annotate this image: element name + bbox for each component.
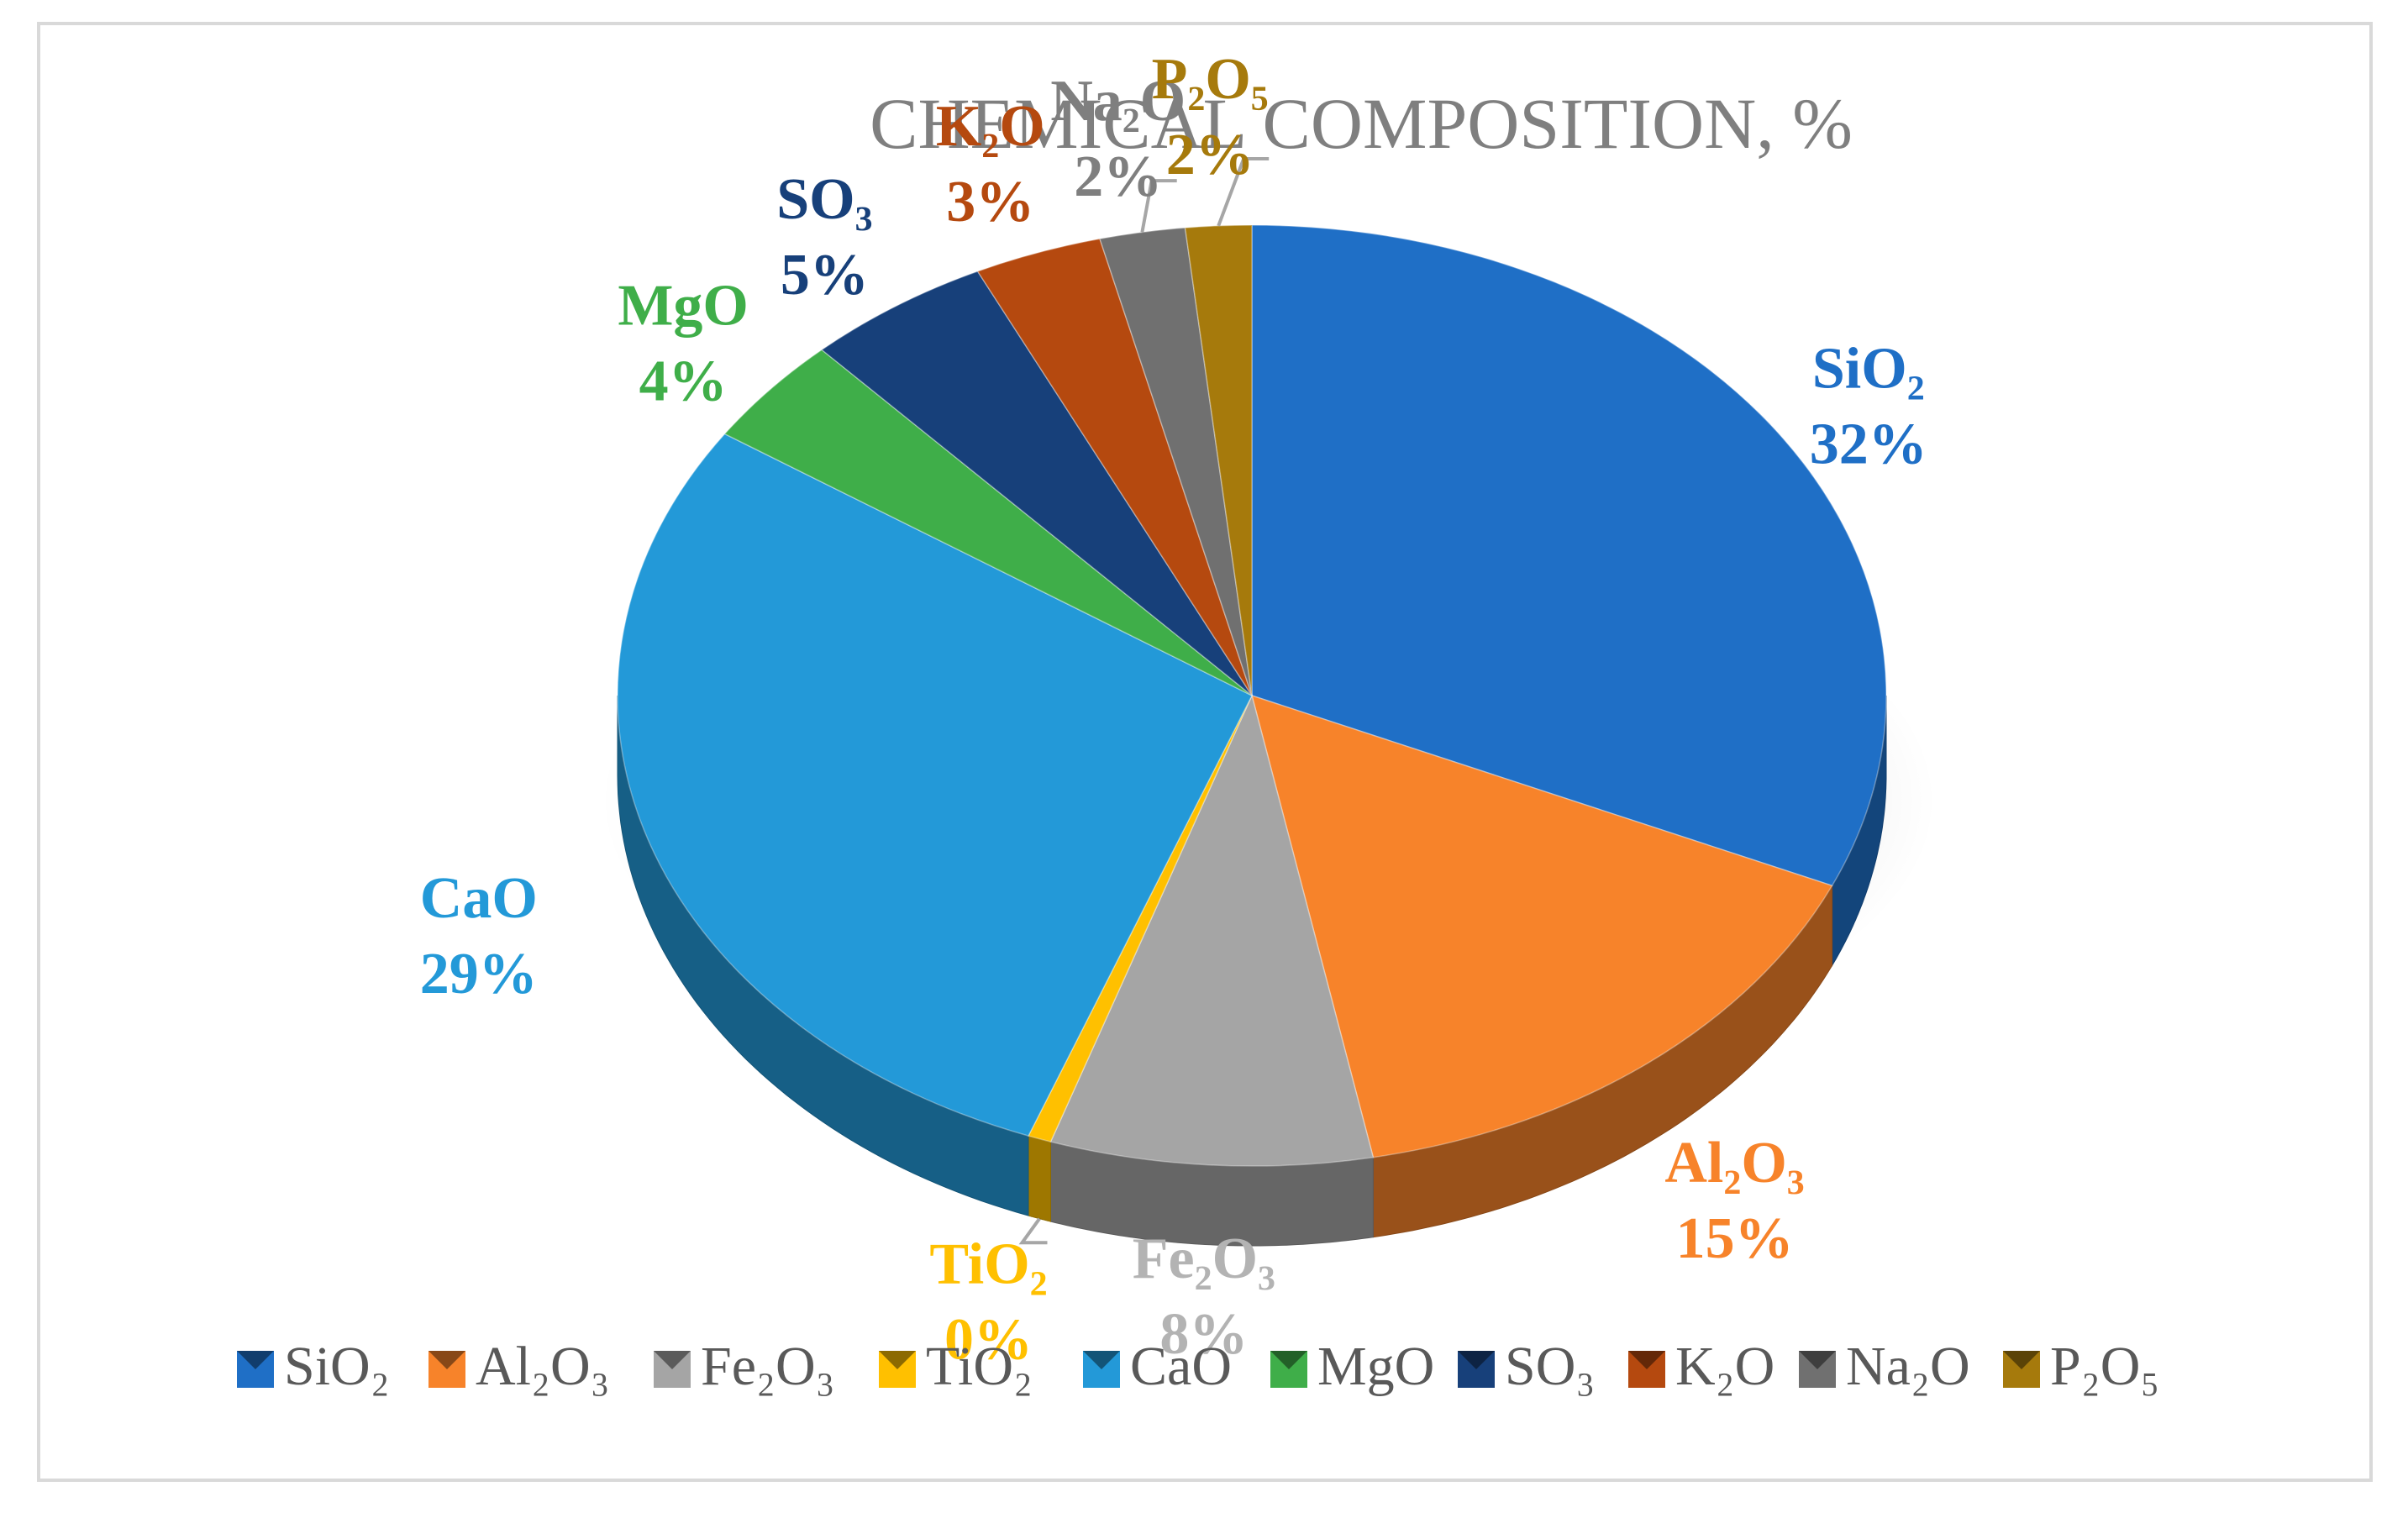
slice-label-al2o3: Al₂O₃ [1664, 1131, 1804, 1195]
pie-slice-tio2 [1027, 695, 1253, 1142]
pie-side-tio2 [1028, 1135, 1051, 1222]
legend-label-so3: SO₃ [1505, 1336, 1595, 1397]
pie-slice-mgo [723, 349, 1253, 696]
legend-label-p2o5: P₂O₅ [2050, 1336, 2159, 1397]
slice-value-fe2o3: 8% [1159, 1302, 1248, 1367]
legend-item-fe2o3: Fe₂O₃ [654, 1336, 835, 1397]
legend-swatch-shade-fe2o3 [654, 1351, 691, 1369]
legend-swatch-shade-so3 [1458, 1351, 1495, 1369]
pie-slice-fe2o3 [1049, 693, 1375, 1167]
legend-label-tio2: TiO₂ [926, 1336, 1033, 1397]
slice-label-sio2: SiO₂ [1812, 336, 1925, 401]
slice-label-tio2: TiO₂ [929, 1232, 1047, 1296]
legend-label-cao: CaO [1130, 1336, 1232, 1397]
legend-item-tio2: TiO₂ [879, 1336, 1033, 1397]
legend-item-k2o: K₂O [1628, 1336, 1774, 1397]
leader-line-tio2 [1018, 1217, 1048, 1245]
legend-label-sio2: SiO₂ [284, 1336, 390, 1397]
legend-item-al2o3: Al₂O₃ [428, 1336, 610, 1397]
chart-title: CHEMICAL COMPOSITION, % [870, 83, 1853, 164]
slice-value-al2o3: 15% [1676, 1206, 1794, 1271]
slice-label-na2o: Na₂O [1050, 69, 1186, 134]
legend-item-sio2: SiO₂ [237, 1336, 390, 1397]
slice-value-na2o: 2% [1074, 144, 1162, 209]
pie-slice-al2o3 [1250, 694, 1833, 1158]
pie-slice-cao [617, 433, 1254, 1137]
slice-value-sio2: 32% [1810, 412, 1927, 476]
legend-swatch-shade-mgo [1270, 1351, 1307, 1369]
legend-swatch-shade-p2o5 [2003, 1351, 2040, 1369]
legend-label-k2o: K₂O [1675, 1336, 1774, 1397]
legend-label-mgo: MgO [1317, 1336, 1434, 1397]
pie-slice-so3 [820, 271, 1253, 696]
legend-swatch-shade-al2o3 [428, 1351, 465, 1369]
legend-swatch-shade-cao [1083, 1351, 1120, 1369]
leader-line-p2o5 [1217, 157, 1270, 227]
slice-value-k2o: 3% [946, 170, 1034, 234]
legend-swatch-shade-na2o [1799, 1351, 1836, 1369]
slice-label-k2o: K₂O [936, 94, 1045, 159]
pie-slice-sio2 [1251, 224, 1887, 887]
leader-line-na2o [1140, 179, 1177, 233]
legend-label-fe2o3: Fe₂O₃ [701, 1336, 835, 1397]
slice-value-p2o5: 2% [1166, 123, 1254, 187]
slice-label-mgo: MgO [618, 273, 749, 338]
legend-item-na2o: Na₂O [1799, 1336, 1970, 1397]
legend-swatch-shade-sio2 [237, 1351, 274, 1369]
slice-label-cao: CaO [420, 866, 538, 931]
legend-item-p2o5: P₂O₅ [2003, 1336, 2159, 1397]
pie-slice-na2o [1099, 227, 1253, 696]
legend-label-na2o: Na₂O [1846, 1336, 1970, 1397]
legend-swatch-shade-tio2 [879, 1351, 916, 1369]
legend-item-so3: SO₃ [1458, 1336, 1595, 1397]
slice-label-so3: SO₃ [776, 167, 872, 232]
legend-swatch-shade-k2o [1628, 1351, 1665, 1369]
slice-label-fe2o3: Fe₂O₃ [1133, 1226, 1275, 1291]
slice-value-cao: 29% [420, 942, 538, 1006]
slice-label-p2o5: P₂O₅ [1152, 47, 1269, 112]
legend-item-mgo: MgO [1270, 1336, 1434, 1397]
slice-value-tio2: 0% [944, 1307, 1033, 1372]
slice-value-so3: 5% [781, 243, 869, 307]
legend-label-al2o3: Al₂O₃ [476, 1336, 610, 1397]
slice-value-mgo: 4% [639, 349, 728, 413]
legend-item-cao: CaO [1083, 1336, 1232, 1397]
pie-slice-k2o [976, 238, 1253, 696]
